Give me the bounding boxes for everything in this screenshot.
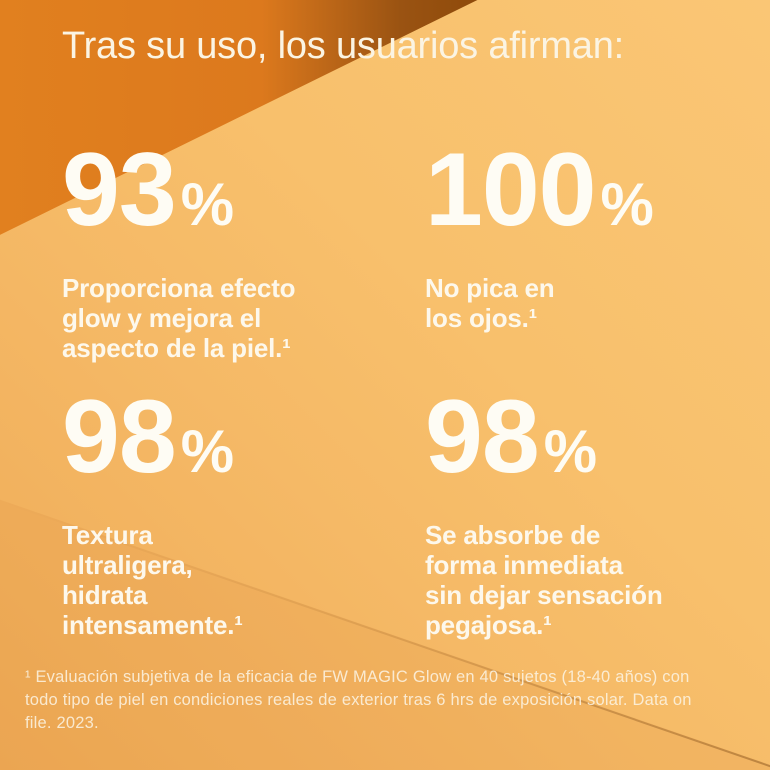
- stat-value-line: 100%: [425, 138, 770, 273]
- percent-sign: %: [180, 418, 235, 485]
- stat-value: 93: [62, 132, 177, 248]
- stat-value: 100: [425, 132, 597, 248]
- percent-sign: %: [600, 171, 654, 238]
- stat-item: 98% Textura ultraligera, hidrata intensa…: [62, 385, 410, 640]
- stat-value: 98: [62, 379, 177, 495]
- stat-description: Se absorbe de forma inmediata sin dejar …: [425, 520, 663, 640]
- footnote-line: ¹ Evaluación subjetiva de la eficacia de…: [25, 668, 690, 686]
- stat-description: Textura ultraligera, hidrata intensament…: [62, 520, 243, 640]
- percent-sign: %: [543, 418, 598, 485]
- stat-description: No pica en los ojos.¹: [425, 273, 555, 333]
- percent-sign: %: [180, 171, 235, 238]
- stat-value-line: 98%: [62, 385, 410, 520]
- stat-item: 100% No pica en los ojos.¹: [425, 138, 770, 333]
- stat-value-line: 93%: [62, 138, 410, 273]
- stat-item: 98% Se absorbe de forma inmediata sin de…: [425, 385, 770, 640]
- footnote: ¹ Evaluación subjetiva de la eficacia de…: [25, 666, 763, 735]
- footnote-line: file. 2023.: [25, 714, 99, 732]
- page-title: Tras su uso, los usuarios afirman:: [62, 25, 625, 67]
- stat-value: 98: [425, 379, 540, 495]
- stat-description: Proporciona efecto glow y mejora el aspe…: [62, 273, 296, 363]
- stat-item: 93% Proporciona efecto glow y mejora el …: [62, 138, 410, 363]
- footnote-line: todo tipo de piel en condiciones reales …: [25, 691, 692, 709]
- stat-value-line: 98%: [425, 385, 770, 520]
